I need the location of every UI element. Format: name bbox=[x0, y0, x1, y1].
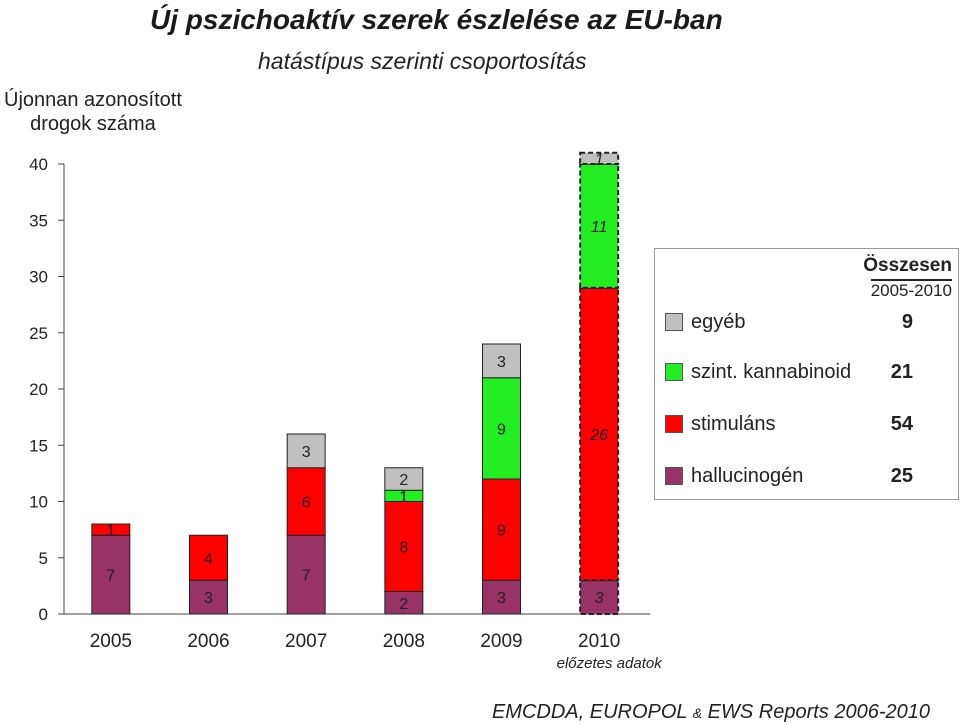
y-tick-label: 40 bbox=[29, 155, 48, 174]
y-tick-label: 30 bbox=[29, 268, 48, 287]
y-tick-label: 20 bbox=[29, 380, 48, 399]
x-tick-label: 2007 bbox=[285, 631, 327, 652]
legend-header-total: Összesen bbox=[863, 255, 952, 276]
bar-segment bbox=[482, 579, 521, 615]
legend-total-cannabinoid: 21 bbox=[890, 361, 913, 383]
source-ampersand: & bbox=[692, 705, 703, 721]
data-label: 9 bbox=[497, 523, 506, 540]
y-tick-label: 5 bbox=[39, 549, 48, 568]
y-tick-label: 15 bbox=[29, 436, 48, 455]
chart-title: Új pszichoaktív szerek észlelése az EU-b… bbox=[150, 4, 723, 35]
data-label: 6 bbox=[302, 495, 311, 512]
legend-swatch-other bbox=[665, 313, 683, 331]
y-axis-label-line1: Újonnan azonosított bbox=[4, 89, 182, 111]
legend-total-other: 9 bbox=[901, 311, 913, 333]
legend-header-years: 2005-2010 bbox=[870, 279, 952, 300]
data-label: 3 bbox=[497, 590, 506, 607]
bar-segment bbox=[579, 163, 620, 289]
x-tick-label: 2008 bbox=[383, 631, 425, 652]
y-tick-label: 10 bbox=[29, 493, 48, 512]
legend-label-other: egyéb bbox=[691, 311, 746, 333]
source-part2: EWS Reports 2006-2010 bbox=[702, 701, 930, 723]
y-axis-label: Újonnan azonosított drogok száma bbox=[4, 88, 182, 136]
data-label: 3 bbox=[204, 590, 213, 607]
x-tick-label: 2005 bbox=[90, 631, 132, 652]
data-label: 3 bbox=[302, 444, 311, 461]
data-label: 7 bbox=[302, 568, 311, 585]
bar-segment bbox=[384, 501, 424, 592]
bar-segment bbox=[482, 343, 521, 379]
bar-segment bbox=[91, 523, 131, 536]
data-label: 1 bbox=[106, 523, 115, 540]
bar-segment bbox=[482, 377, 521, 480]
chart-subtitle: hatástípus szerinti csoportosítás bbox=[258, 48, 587, 74]
legend-total-hallucinogen: 25 bbox=[890, 465, 913, 487]
legend-swatch-hallucinogen bbox=[665, 467, 683, 485]
data-label: 3 bbox=[595, 590, 604, 607]
data-label: 7 bbox=[106, 568, 115, 585]
legend-label-stimulant: stimuláns bbox=[691, 413, 776, 435]
source-part1: EMCDDA, EUROPOL bbox=[491, 701, 693, 723]
bar-segment bbox=[189, 534, 228, 581]
legend-item-other: egyéb 9 bbox=[665, 311, 955, 335]
y-tick-label: 35 bbox=[29, 211, 48, 230]
legend-label-hallucinogen: hallucinogén bbox=[691, 465, 804, 487]
data-label: 1 bbox=[595, 151, 604, 168]
bar-segment bbox=[286, 534, 326, 615]
legend-item-stimulant: stimuláns 54 bbox=[665, 413, 955, 437]
data-label: 3 bbox=[497, 354, 506, 371]
data-label: 2 bbox=[399, 596, 408, 613]
data-label: 8 bbox=[399, 540, 408, 557]
legend-item-cannabinoid: szint. kannabinoid 21 bbox=[665, 361, 955, 385]
y-tick-label: 0 bbox=[39, 605, 48, 624]
legend-swatch-cannabinoid bbox=[665, 363, 683, 381]
data-label: 2 bbox=[399, 472, 408, 489]
bar-segment bbox=[579, 151, 620, 165]
source-credit: EMCDDA, EUROPOL & EWS Reports 2006-2010 bbox=[492, 701, 930, 724]
y-axis-label-line2: drogok száma bbox=[30, 113, 156, 135]
data-label: 4 bbox=[204, 551, 213, 568]
data-label: 9 bbox=[497, 421, 506, 438]
legend-label-cannabinoid: szint. kannabinoid bbox=[691, 361, 852, 383]
legend-item-hallucinogen: hallucinogén 25 bbox=[665, 465, 955, 489]
legend-swatch-stimulant bbox=[665, 415, 683, 433]
bar-segment bbox=[482, 478, 521, 581]
data-label: 26 bbox=[589, 427, 608, 444]
bar-segment bbox=[286, 433, 326, 469]
legend: Összesen 2005-2010 egyéb 9 szint. kannab… bbox=[654, 248, 959, 500]
x-note-label: előzetes adatok bbox=[557, 655, 664, 672]
y-tick-label: 25 bbox=[29, 324, 48, 343]
data-label: 11 bbox=[591, 219, 608, 236]
legend-total-stimulant: 54 bbox=[890, 413, 913, 435]
data-label: 1 bbox=[399, 489, 408, 506]
bar-segment bbox=[286, 467, 326, 536]
x-tick-label: 2009 bbox=[480, 631, 522, 652]
x-tick-label: 2010 bbox=[578, 631, 620, 652]
bar-segment bbox=[384, 467, 424, 491]
x-tick-label: 2006 bbox=[187, 631, 229, 652]
